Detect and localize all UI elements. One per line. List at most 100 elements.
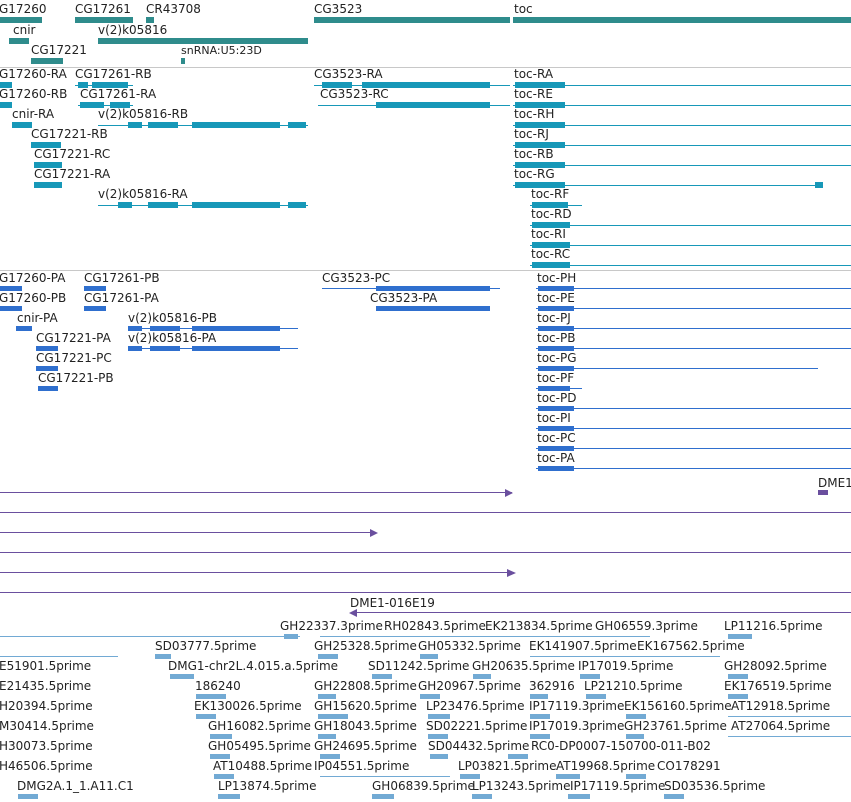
protein-feature[interactable]	[538, 466, 574, 471]
protein-feature[interactable]	[376, 286, 490, 291]
transcript-feature[interactable]	[515, 122, 565, 128]
est-bar[interactable]	[318, 734, 336, 739]
protein-feature[interactable]	[538, 306, 574, 311]
transcript-feature[interactable]	[31, 142, 61, 148]
protein-feature[interactable]	[192, 326, 280, 331]
transcript-feature[interactable]	[34, 162, 62, 168]
clone-line[interactable]	[0, 512, 851, 513]
protein-feature[interactable]	[192, 346, 280, 351]
transcript-feature[interactable]	[362, 82, 490, 88]
est-bar[interactable]	[568, 794, 590, 799]
gene-feature-cg3523[interactable]	[314, 17, 510, 23]
est-bar[interactable]	[728, 634, 752, 639]
protein-feature[interactable]	[38, 386, 58, 391]
protein-feature[interactable]	[150, 346, 180, 351]
est-bar[interactable]	[728, 736, 851, 737]
protein-feature[interactable]	[36, 346, 58, 351]
clone-line[interactable]	[0, 492, 512, 493]
gene-feature-snrna[interactable]	[181, 58, 185, 64]
est-bar[interactable]	[473, 674, 491, 679]
transcript-feature[interactable]	[192, 122, 280, 128]
protein-feature[interactable]	[538, 386, 570, 391]
protein-feature[interactable]	[84, 306, 106, 311]
est-bar[interactable]	[320, 636, 650, 637]
transcript-feature[interactable]	[532, 202, 568, 208]
protein-feature[interactable]	[16, 326, 32, 331]
est-bar[interactable]	[372, 794, 394, 799]
est-bar[interactable]	[430, 754, 448, 759]
est-bar[interactable]	[318, 714, 348, 719]
gene-feature-g17260[interactable]	[0, 17, 42, 23]
clone-line[interactable]	[0, 552, 851, 553]
est-bar[interactable]	[556, 774, 580, 779]
transcript-feature[interactable]	[110, 102, 130, 108]
protein-feature[interactable]	[538, 346, 574, 351]
est-bar[interactable]	[728, 674, 748, 679]
gene-feature-toc[interactable]	[513, 17, 851, 23]
est-bar[interactable]	[530, 714, 550, 719]
est-bar[interactable]	[218, 794, 240, 799]
protein-feature[interactable]	[538, 426, 574, 431]
est-bar[interactable]	[210, 734, 232, 739]
transcript-feature[interactable]	[0, 102, 12, 108]
transcript-feature[interactable]	[288, 202, 306, 208]
clone-line[interactable]	[0, 532, 376, 533]
est-bar[interactable]	[284, 634, 298, 639]
est-bar[interactable]	[580, 674, 600, 679]
transcript-feature[interactable]	[515, 142, 565, 148]
transcript-feature[interactable]	[0, 82, 12, 88]
est-bar[interactable]	[196, 694, 226, 699]
transcript-feature[interactable]	[78, 82, 88, 88]
transcript-feature[interactable]	[322, 82, 352, 88]
est-bar[interactable]	[460, 774, 480, 779]
transcript-feature[interactable]	[532, 262, 570, 268]
gene-feature-cr43708[interactable]	[146, 17, 154, 23]
transcript-feature[interactable]	[118, 202, 132, 208]
protein-feature[interactable]	[150, 326, 180, 331]
est-bar[interactable]	[320, 776, 450, 777]
transcript-feature[interactable]	[80, 102, 104, 108]
transcript-feature[interactable]	[34, 182, 62, 188]
gene-feature-cnir[interactable]	[9, 38, 29, 44]
transcript-feature[interactable]	[515, 82, 565, 88]
gene-feature-cg17261[interactable]	[75, 17, 133, 23]
est-bar[interactable]	[18, 794, 38, 799]
transcript-feature[interactable]	[192, 202, 280, 208]
est-bar[interactable]	[372, 674, 392, 679]
transcript-feature[interactable]	[12, 122, 32, 128]
est-bar[interactable]	[664, 794, 684, 799]
est-bar[interactable]	[0, 636, 300, 637]
transcript-feature[interactable]	[288, 122, 306, 128]
est-bar[interactable]	[530, 656, 720, 657]
est-bar[interactable]	[626, 714, 646, 719]
clone-feature[interactable]	[818, 490, 828, 495]
est-bar[interactable]	[210, 754, 230, 759]
est-bar[interactable]	[318, 694, 336, 699]
est-bar[interactable]	[318, 654, 338, 659]
transcript-feature[interactable]	[148, 122, 178, 128]
est-bar[interactable]	[320, 754, 340, 759]
protein-feature[interactable]	[538, 326, 574, 331]
protein-feature[interactable]	[538, 406, 574, 411]
gene-feature-k05816[interactable]	[98, 38, 308, 44]
gene-feature-cg17221[interactable]	[31, 58, 63, 64]
transcript-feature[interactable]	[515, 162, 565, 168]
protein-feature[interactable]	[128, 346, 142, 351]
transcript-feature[interactable]	[515, 182, 565, 188]
est-bar[interactable]	[728, 694, 748, 699]
transcript-feature[interactable]	[148, 202, 178, 208]
est-bar[interactable]	[170, 674, 194, 679]
transcript-feature[interactable]	[515, 102, 565, 108]
protein-feature[interactable]	[538, 286, 574, 291]
protein-feature[interactable]	[0, 306, 22, 311]
est-bar[interactable]	[428, 714, 450, 719]
est-bar[interactable]	[530, 694, 548, 699]
protein-feature[interactable]	[128, 326, 142, 331]
protein-feature[interactable]	[376, 306, 490, 311]
est-bar[interactable]	[626, 774, 646, 779]
protein-feature[interactable]	[36, 366, 58, 371]
est-bar[interactable]	[472, 794, 492, 799]
est-bar[interactable]	[214, 774, 234, 779]
clone-line[interactable]	[352, 612, 851, 613]
clone-line[interactable]	[0, 572, 514, 573]
